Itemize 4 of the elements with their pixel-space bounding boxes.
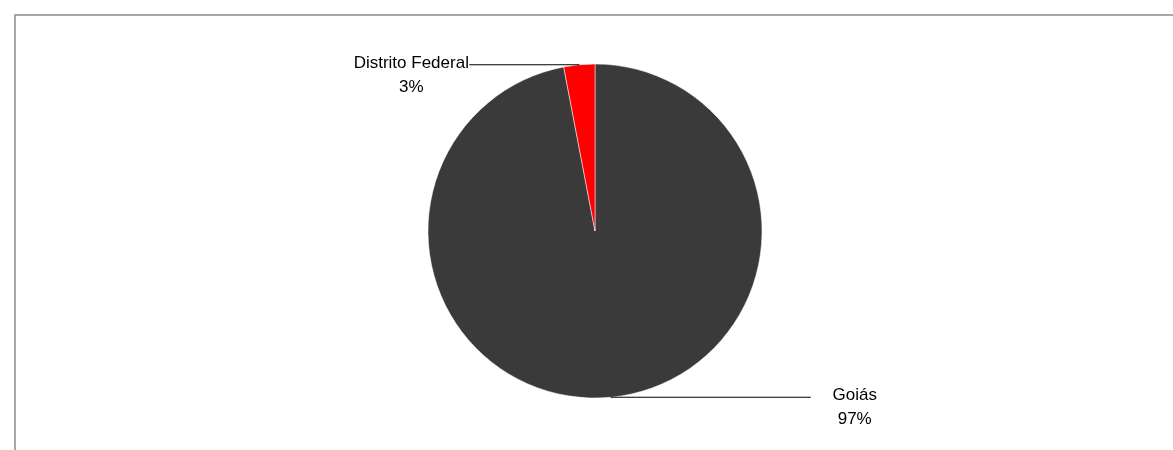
data-label: 3%: [398, 76, 424, 96]
slice-label: Distrito Federal: [353, 52, 469, 72]
data-label: 97%: [837, 409, 872, 429]
slice-label: Goiás: [832, 385, 877, 405]
